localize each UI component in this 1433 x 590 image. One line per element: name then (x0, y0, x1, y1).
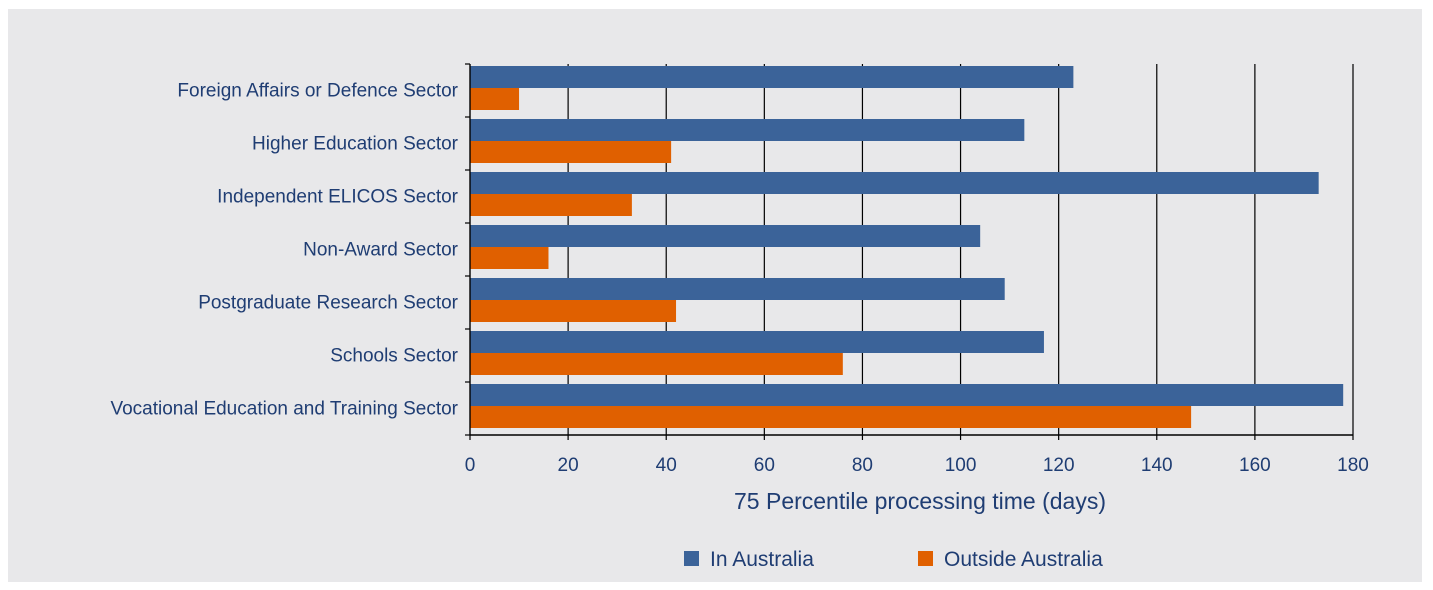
legend: In Australia Outside Australia (684, 548, 1103, 571)
bar-in-australia-1 (470, 119, 1025, 141)
axes (465, 63, 1354, 440)
x-tick-label-180: 180 (1337, 455, 1369, 476)
legend-swatch-outside-australia (918, 551, 933, 566)
bar-in-australia-4 (470, 278, 1005, 300)
x-tick-label-0: 0 (465, 455, 476, 476)
legend-label-in-australia: In Australia (710, 548, 814, 571)
category-labels: Foreign Affairs or Defence Sector Higher … (110, 81, 458, 420)
chart-frame: Foreign Affairs or Defence Sector Higher … (8, 9, 1422, 582)
bars (470, 66, 1344, 428)
bar-outside-australia-6 (470, 406, 1192, 428)
category-label-4: Postgraduate Research Sector (198, 293, 458, 314)
x-tick-label-120: 120 (1043, 455, 1075, 476)
bar-outside-australia-0 (470, 88, 520, 110)
x-tick-label-20: 20 (558, 455, 579, 476)
category-label-2: Independent ELICOS Sector (217, 187, 458, 208)
bar-outside-australia-3 (470, 247, 549, 269)
bar-outside-australia-4 (470, 300, 677, 322)
legend-label-outside-australia: Outside Australia (944, 548, 1103, 571)
x-tick-label-160: 160 (1239, 455, 1271, 476)
category-label-3: Non-Award Sector (303, 240, 459, 261)
x-tick-label-80: 80 (852, 455, 873, 476)
bar-in-australia-3 (470, 225, 981, 247)
bar-in-australia-2 (470, 172, 1319, 194)
x-tick-label-140: 140 (1141, 455, 1173, 476)
legend-swatch-in-australia (684, 551, 699, 566)
x-tick-label-100: 100 (945, 455, 977, 476)
bar-outside-australia-2 (470, 194, 632, 216)
category-label-5: Schools Sector (330, 346, 458, 367)
category-label-1: Higher Education Sector (252, 134, 459, 155)
x-tick-label-60: 60 (754, 455, 775, 476)
category-label-0: Foreign Affairs or Defence Sector (177, 81, 458, 102)
tick-labels: 0 20 40 60 80 100 120 140 160 180 (465, 455, 1369, 476)
bar-outside-australia-1 (470, 141, 672, 163)
bar-in-australia-5 (470, 331, 1044, 353)
bar-chart: Foreign Affairs or Defence Sector Higher … (110, 63, 1369, 571)
x-axis-title: 75 Percentile processing time (days) (734, 488, 1106, 514)
category-label-6: Vocational Education and Training Sector (110, 399, 458, 420)
bar-outside-australia-5 (470, 353, 843, 375)
bar-in-australia-6 (470, 384, 1344, 406)
bar-in-australia-0 (470, 66, 1074, 88)
x-tick-label-40: 40 (656, 455, 677, 476)
